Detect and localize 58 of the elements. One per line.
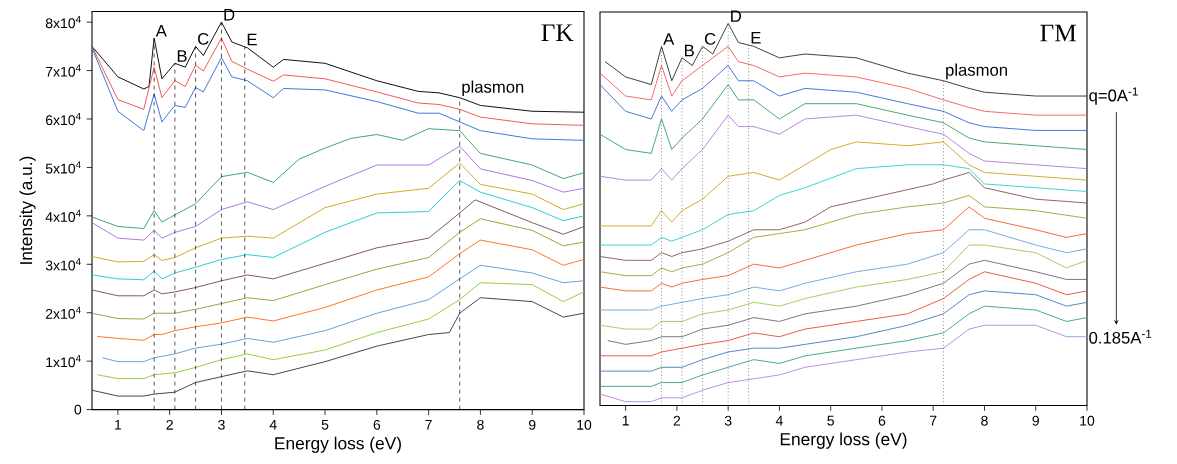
- line-series: [91, 47, 585, 141]
- line-series: [91, 145, 585, 241]
- line-series: [91, 162, 585, 263]
- y-tick-label: 0: [74, 404, 82, 415]
- x-tick-label: 7: [425, 419, 432, 430]
- x-tick-label: 6: [878, 415, 886, 426]
- x-tick-label: 1: [115, 419, 122, 430]
- x-tick-label: 10: [577, 419, 592, 430]
- y-tick-label: 7x10$^{4}$: [45, 64, 81, 77]
- x-tick-label: 5: [321, 419, 329, 430]
- y-tick-label: 8x10$^{4}$: [45, 16, 81, 29]
- line-series: [91, 128, 585, 229]
- y-tick-label: 3x10$^{4}$: [45, 258, 81, 271]
- y-tick-label: 5x10$^{4}$: [45, 161, 81, 174]
- line-series: [91, 199, 585, 297]
- x-tick-label: 1: [622, 415, 629, 426]
- ref-line-label: plasmon: [946, 63, 1007, 80]
- line-series: [91, 297, 585, 397]
- ref-line-label: E: [247, 33, 257, 46]
- x-tick-label: 3: [724, 415, 732, 426]
- line-series: [96, 282, 585, 380]
- line-series: [91, 218, 585, 320]
- ref-line-label: D: [731, 10, 741, 22]
- ref-line-label: A: [155, 25, 167, 37]
- x-tick-label: 10: [1080, 415, 1095, 426]
- text: 0.185A$^{-1}$: [1089, 329, 1152, 344]
- x-tick-label: 7: [930, 415, 937, 426]
- x-tick-label: 6: [373, 419, 381, 430]
- ref-line-label: C: [704, 32, 716, 45]
- x-tick-label: 8: [981, 415, 988, 426]
- x-tick-label: 2: [673, 415, 681, 426]
- line-series: [101, 264, 585, 363]
- y-axis-title: Intensity (a.u.): [19, 156, 36, 264]
- y-tick-label: 2x10$^{4}$: [45, 306, 81, 319]
- ref-line-label: C: [198, 32, 209, 45]
- y-tick-label: 1x10$^{4}$: [46, 355, 81, 368]
- chart-title: ΓK: [541, 24, 574, 41]
- text: q=0A$^{-1}$: [1089, 87, 1138, 105]
- x-axis-title: Energy loss (eV): [780, 432, 907, 449]
- x-tick-label: 4: [775, 415, 783, 426]
- ref-line-label: plasmon: [462, 80, 524, 97]
- line-series: [91, 180, 585, 281]
- line-series: [96, 239, 585, 341]
- x-tick-label: 5: [827, 415, 834, 426]
- x-tick-label: 8: [477, 419, 484, 430]
- ref-line-label: B: [177, 50, 187, 62]
- chart-title: ΓM: [1040, 24, 1076, 42]
- y-tick-label: 6x10$^{4}$: [45, 112, 81, 126]
- y-tick-label: 4x10$^{4}$: [45, 209, 81, 222]
- x-tick-label: 2: [166, 419, 173, 430]
- x-tick-label: 9: [1032, 415, 1039, 426]
- x-tick-label: 9: [528, 419, 536, 430]
- x-axis-title: Energy loss (eV): [275, 436, 401, 453]
- x-tick-label: 4: [269, 419, 277, 430]
- ref-line-label: B: [684, 44, 694, 57]
- ref-line-label: E: [751, 32, 761, 44]
- x-tick-label: 3: [218, 419, 225, 430]
- ref-line-label: A: [663, 33, 675, 45]
